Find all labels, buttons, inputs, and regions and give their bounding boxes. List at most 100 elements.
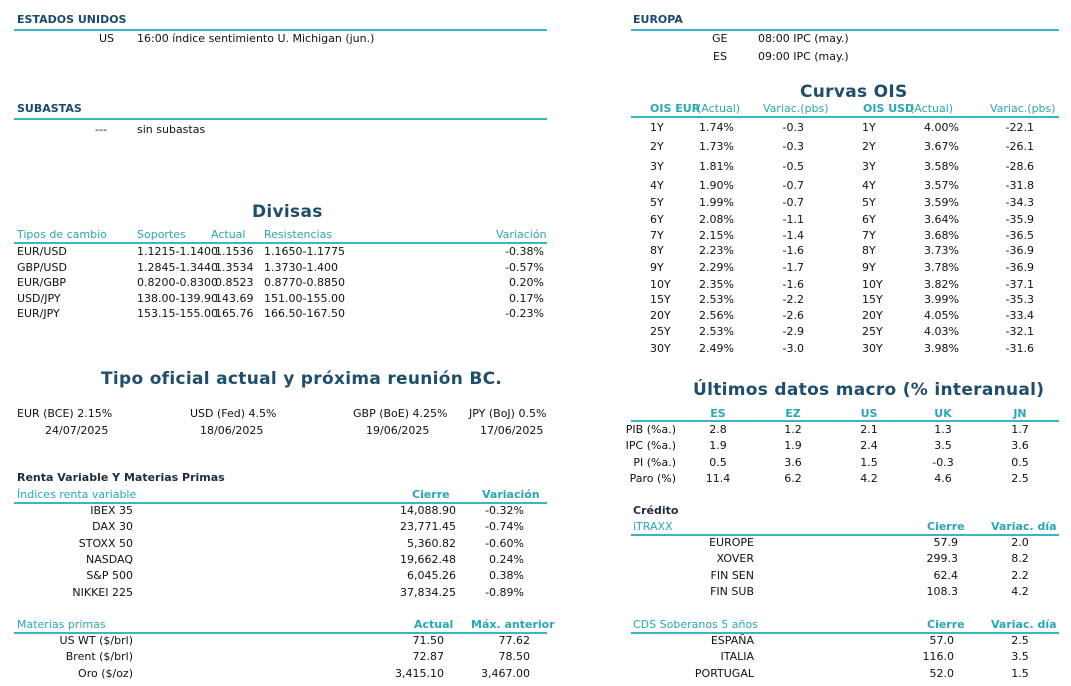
fx-resistance: 0.8770-0.8850 — [264, 276, 345, 289]
commodity-prevmax: 78.50 — [498, 650, 531, 664]
fx-change: -0.23% — [505, 307, 544, 320]
ois-eur-sublabel: (Actual) — [697, 102, 741, 115]
itraxx-name: XOVER — [716, 552, 754, 566]
fx-header-support: Soportes — [137, 228, 186, 241]
ois-usd-rate: 4.05% — [924, 309, 959, 322]
commodities-header-prevmax: Máx. anterior — [471, 618, 555, 631]
macro-value: 2.4 — [860, 439, 878, 453]
ois-eur-rate: 1.73% — [699, 140, 734, 153]
equity-header-name: Índices renta variable — [17, 488, 137, 501]
auctions-divider — [14, 118, 547, 120]
ois-eur-change: -0.3 — [782, 140, 804, 153]
credit-title: Crédito — [633, 504, 679, 517]
ois-usd-change: -31.6 — [1005, 342, 1034, 355]
equity-header-change: Variación — [482, 488, 540, 501]
ois-usd-rate: 3.68% — [924, 229, 959, 242]
ois-eur-rate: 2.35% — [699, 278, 734, 291]
ois-usd-rate: 3.58% — [924, 160, 959, 173]
macro-country-header: ES — [710, 407, 726, 420]
ois-usd-tenor: 1Y — [862, 121, 876, 134]
ois-eur-change: -2.6 — [782, 309, 804, 322]
ois-usd-change: -35.3 — [1005, 293, 1034, 306]
ois-usd-tenor: 3Y — [862, 160, 876, 173]
macro-value: 0.5 — [1011, 455, 1029, 469]
ois-eur-rate: 2.15% — [699, 229, 734, 242]
ois-eur-change: -0.3 — [782, 121, 804, 134]
ois-eur-change: -1.6 — [782, 278, 804, 291]
ois-usd-tenor: 9Y — [862, 261, 876, 274]
ois-eur-tenor: 20Y — [650, 309, 671, 322]
ois-usd-change: -26.1 — [1005, 140, 1034, 153]
equity-close: 14,088.90 — [400, 504, 456, 517]
commodity-prevmax: 77.62 — [498, 634, 531, 647]
ois-eur-tenor: 4Y — [650, 179, 664, 192]
cb-date-gbp: 19/06/2025 — [366, 424, 430, 437]
eu-event-country: ES — [713, 50, 727, 63]
equity-close: 23,771.45 — [400, 520, 456, 534]
ois-eur-change: -3.0 — [782, 342, 804, 355]
commodity-name: Brent ($/brl) — [65, 650, 133, 664]
ois-eur-rate: 2.23% — [699, 244, 734, 257]
ois-eur-rate: 2.53% — [699, 293, 734, 306]
cds-change: 3.5 — [1011, 650, 1029, 664]
ois-usd-change: -28.6 — [1005, 160, 1034, 173]
macro-country-header: UK — [934, 407, 952, 420]
ois-usd-rate: 3.64% — [924, 213, 959, 226]
macro-value: 6.2 — [784, 471, 802, 485]
fx-resistance: 166.50-167.50 — [264, 307, 345, 320]
ois-usd-tenor: 20Y — [862, 309, 883, 322]
macro-value: 2.8 — [709, 423, 727, 436]
cds-close: 57.0 — [929, 634, 955, 647]
ois-eur-rate: 2.08% — [699, 213, 734, 226]
equity-name: IBEX 35 — [90, 504, 133, 517]
ois-eur-change: -2.2 — [782, 293, 804, 306]
ois-usd-tenor: 7Y — [862, 229, 876, 242]
ois-eur-change: -2.9 — [782, 325, 804, 338]
commodity-current: 72.87 — [412, 650, 445, 664]
ois-usd-change: -34.3 — [1005, 196, 1034, 209]
fx-change: 0.20% — [509, 276, 544, 289]
cds-name: ESPAÑA — [710, 634, 754, 647]
cb-date-eur: 24/07/2025 — [45, 424, 109, 437]
fx-change: -0.38% — [505, 245, 544, 258]
ois-divider — [631, 116, 1059, 118]
ois-usd-tenor: 4Y — [862, 179, 876, 192]
commodity-current: 3,415.10 — [395, 666, 444, 680]
equity-header-close: Cierre — [412, 488, 450, 501]
ois-eur-tenor: 15Y — [650, 293, 671, 306]
equity-name: DAX 30 — [92, 520, 133, 534]
macro-country-header: US — [860, 407, 878, 420]
equity-change: -0.60% — [485, 536, 524, 550]
equity-change: 0.24% — [489, 552, 524, 566]
ois-usd-tenor: 2Y — [862, 140, 876, 153]
fx-support: 138.00-139.90 — [137, 291, 218, 305]
ois-usd-change: -32.1 — [1005, 325, 1034, 338]
fx-support: 153.15-155.00 — [137, 307, 218, 320]
eu-event-text: 08:00 IPC (may.) — [758, 32, 849, 45]
cds-name: PORTUGAL — [694, 666, 754, 680]
ois-usd-sublabel: (Actual) — [910, 102, 954, 115]
macro-value: 4.2 — [860, 471, 878, 485]
ois-eur-change: -0.5 — [782, 160, 804, 173]
us-calendar-title: ESTADOS UNIDOS — [17, 13, 127, 26]
us-event-country: US — [99, 32, 115, 45]
cds-change: 2.5 — [1011, 634, 1029, 647]
ois-usd-rate: 3.99% — [924, 293, 959, 306]
macro-value: 3.5 — [934, 439, 952, 453]
ois-eur-tenor: 6Y — [650, 213, 664, 226]
itraxx-header-name: iTRAXX — [633, 520, 673, 533]
ois-eur-rate: 2.53% — [699, 325, 734, 338]
ois-usd-rate: 3.73% — [924, 244, 959, 257]
itraxx-header-close: Cierre — [927, 520, 965, 533]
fx-support: 0.8200-0.8300 — [137, 276, 218, 289]
ois-usd-change: -31.8 — [1005, 179, 1034, 192]
fx-pair: USD/JPY — [17, 291, 61, 305]
ois-usd-var-label: Variac.(pbs) — [990, 102, 1056, 115]
macro-value: 3.6 — [1011, 439, 1029, 453]
itraxx-name: EUROPE — [709, 536, 754, 549]
fx-title: Divisas — [252, 202, 323, 222]
auctions-dash: --- — [95, 123, 107, 136]
commodity-current: 71.50 — [412, 634, 445, 647]
equity-close: 6,045.26 — [407, 569, 456, 583]
equity-change: -0.32% — [485, 504, 524, 517]
